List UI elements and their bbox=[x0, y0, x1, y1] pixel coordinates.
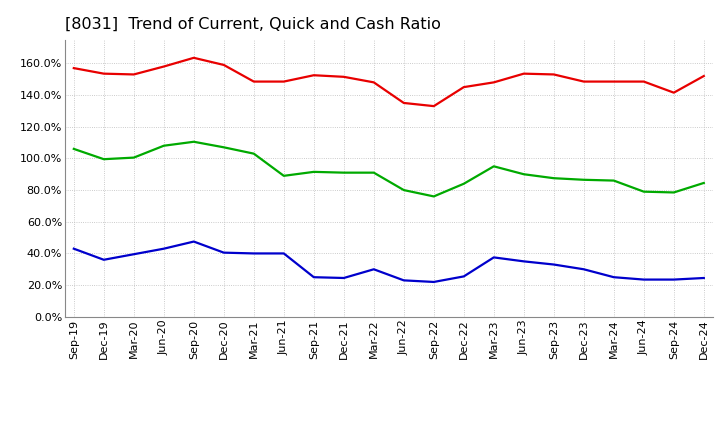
Quick Ratio bbox=[609, 178, 618, 183]
Cash Ratio bbox=[340, 275, 348, 281]
Quick Ratio bbox=[340, 170, 348, 175]
Quick Ratio bbox=[310, 169, 318, 175]
Cash Ratio bbox=[69, 246, 78, 251]
Current Ratio bbox=[130, 72, 138, 77]
Current Ratio bbox=[69, 66, 78, 71]
Quick Ratio bbox=[429, 194, 438, 199]
Quick Ratio bbox=[549, 176, 558, 181]
Quick Ratio bbox=[99, 157, 108, 162]
Current Ratio bbox=[99, 71, 108, 76]
Quick Ratio bbox=[220, 145, 228, 150]
Cash Ratio bbox=[429, 279, 438, 285]
Quick Ratio bbox=[160, 143, 168, 148]
Cash Ratio bbox=[670, 277, 678, 282]
Quick Ratio bbox=[639, 189, 648, 194]
Cash Ratio bbox=[400, 278, 408, 283]
Cash Ratio bbox=[220, 250, 228, 255]
Current Ratio bbox=[699, 73, 708, 79]
Quick Ratio bbox=[580, 177, 588, 183]
Quick Ratio bbox=[130, 155, 138, 160]
Current Ratio bbox=[670, 90, 678, 95]
Current Ratio bbox=[580, 79, 588, 84]
Current Ratio bbox=[609, 79, 618, 84]
Quick Ratio bbox=[699, 180, 708, 186]
Cash Ratio bbox=[549, 262, 558, 267]
Current Ratio bbox=[490, 80, 498, 85]
Quick Ratio bbox=[250, 151, 258, 156]
Current Ratio bbox=[340, 74, 348, 80]
Quick Ratio bbox=[69, 146, 78, 151]
Cash Ratio bbox=[130, 252, 138, 257]
Cash Ratio bbox=[99, 257, 108, 262]
Quick Ratio bbox=[369, 170, 378, 175]
Cash Ratio bbox=[189, 239, 198, 244]
Cash Ratio bbox=[519, 259, 528, 264]
Cash Ratio bbox=[699, 275, 708, 281]
Current Ratio bbox=[160, 64, 168, 69]
Cash Ratio bbox=[580, 267, 588, 272]
Line: Quick Ratio: Quick Ratio bbox=[73, 142, 703, 196]
Current Ratio bbox=[549, 72, 558, 77]
Cash Ratio bbox=[160, 246, 168, 251]
Current Ratio bbox=[639, 79, 648, 84]
Quick Ratio bbox=[459, 181, 468, 187]
Cash Ratio bbox=[609, 275, 618, 280]
Current Ratio bbox=[279, 79, 288, 84]
Current Ratio bbox=[220, 62, 228, 68]
Cash Ratio bbox=[369, 267, 378, 272]
Cash Ratio bbox=[310, 275, 318, 280]
Current Ratio bbox=[369, 80, 378, 85]
Current Ratio bbox=[310, 73, 318, 78]
Cash Ratio bbox=[459, 274, 468, 279]
Cash Ratio bbox=[250, 251, 258, 256]
Current Ratio bbox=[459, 84, 468, 90]
Current Ratio bbox=[400, 100, 408, 106]
Quick Ratio bbox=[400, 187, 408, 193]
Quick Ratio bbox=[519, 172, 528, 177]
Current Ratio bbox=[519, 71, 528, 76]
Quick Ratio bbox=[490, 164, 498, 169]
Cash Ratio bbox=[639, 277, 648, 282]
Cash Ratio bbox=[279, 251, 288, 256]
Quick Ratio bbox=[670, 190, 678, 195]
Quick Ratio bbox=[279, 173, 288, 179]
Current Ratio bbox=[250, 79, 258, 84]
Current Ratio bbox=[429, 103, 438, 109]
Line: Current Ratio: Current Ratio bbox=[73, 58, 703, 106]
Current Ratio bbox=[189, 55, 198, 60]
Line: Cash Ratio: Cash Ratio bbox=[73, 242, 703, 282]
Quick Ratio bbox=[189, 139, 198, 144]
Text: [8031]  Trend of Current, Quick and Cash Ratio: [8031] Trend of Current, Quick and Cash … bbox=[65, 16, 441, 32]
Cash Ratio bbox=[490, 255, 498, 260]
